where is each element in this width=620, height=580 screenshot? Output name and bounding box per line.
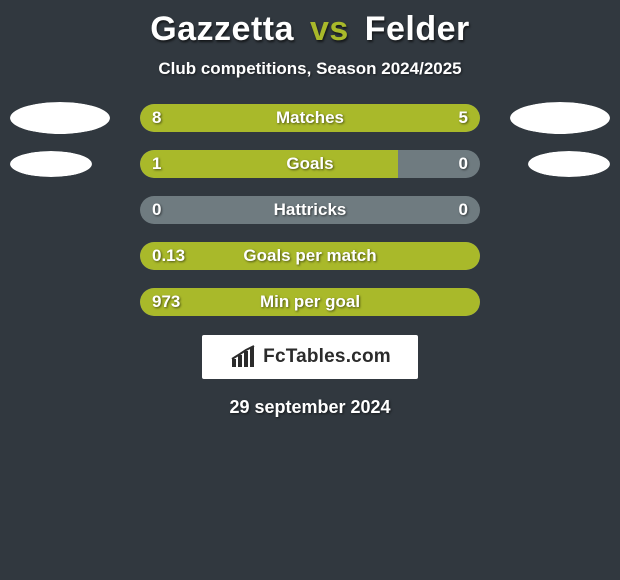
- bar-track: [140, 288, 480, 316]
- bar-fill: [140, 242, 480, 270]
- brand-chart-icon: [229, 345, 259, 369]
- bar-fill: [140, 104, 480, 132]
- brand-text: FcTables.com: [263, 346, 391, 368]
- title-player2: Felder: [365, 10, 470, 48]
- brand-badge: FcTables.com: [202, 335, 418, 379]
- comparison-card: Gazzetta vs Felder Club competitions, Se…: [0, 0, 620, 580]
- stat-row-gpm: Goals per match0.13: [0, 241, 620, 271]
- bar-track: [140, 104, 480, 132]
- stat-value-left: 973: [152, 288, 180, 316]
- avatar-right-icon: [528, 151, 610, 177]
- stat-value-right: 0: [459, 196, 468, 224]
- avatar-left-icon: [10, 102, 110, 134]
- stat-rows: Matches85Goals10Hattricks00Goals per mat…: [0, 103, 620, 317]
- stat-value-right: 5: [459, 104, 468, 132]
- bar-fill: [140, 288, 480, 316]
- stat-row-mpg: Min per goal973: [0, 287, 620, 317]
- stat-value-right: 0: [459, 150, 468, 178]
- title-vs: vs: [310, 10, 349, 48]
- card-title: Gazzetta vs Felder: [0, 10, 620, 49]
- card-date: 29 september 2024: [0, 397, 620, 418]
- stat-row-hattricks: Hattricks00: [0, 195, 620, 225]
- bar-track: [140, 242, 480, 270]
- stat-value-left: 0.13: [152, 242, 185, 270]
- bar-track: [140, 150, 480, 178]
- card-subtitle: Club competitions, Season 2024/2025: [0, 59, 620, 79]
- stat-value-left: 8: [152, 104, 161, 132]
- stat-row-matches: Matches85: [0, 103, 620, 133]
- avatar-left-icon: [10, 151, 92, 177]
- stat-row-goals: Goals10: [0, 149, 620, 179]
- bar-track: [140, 196, 480, 224]
- stat-value-left: 1: [152, 150, 161, 178]
- title-player1: Gazzetta: [150, 10, 294, 48]
- bar-fill: [140, 150, 398, 178]
- stat-value-left: 0: [152, 196, 161, 224]
- avatar-right-icon: [510, 102, 610, 134]
